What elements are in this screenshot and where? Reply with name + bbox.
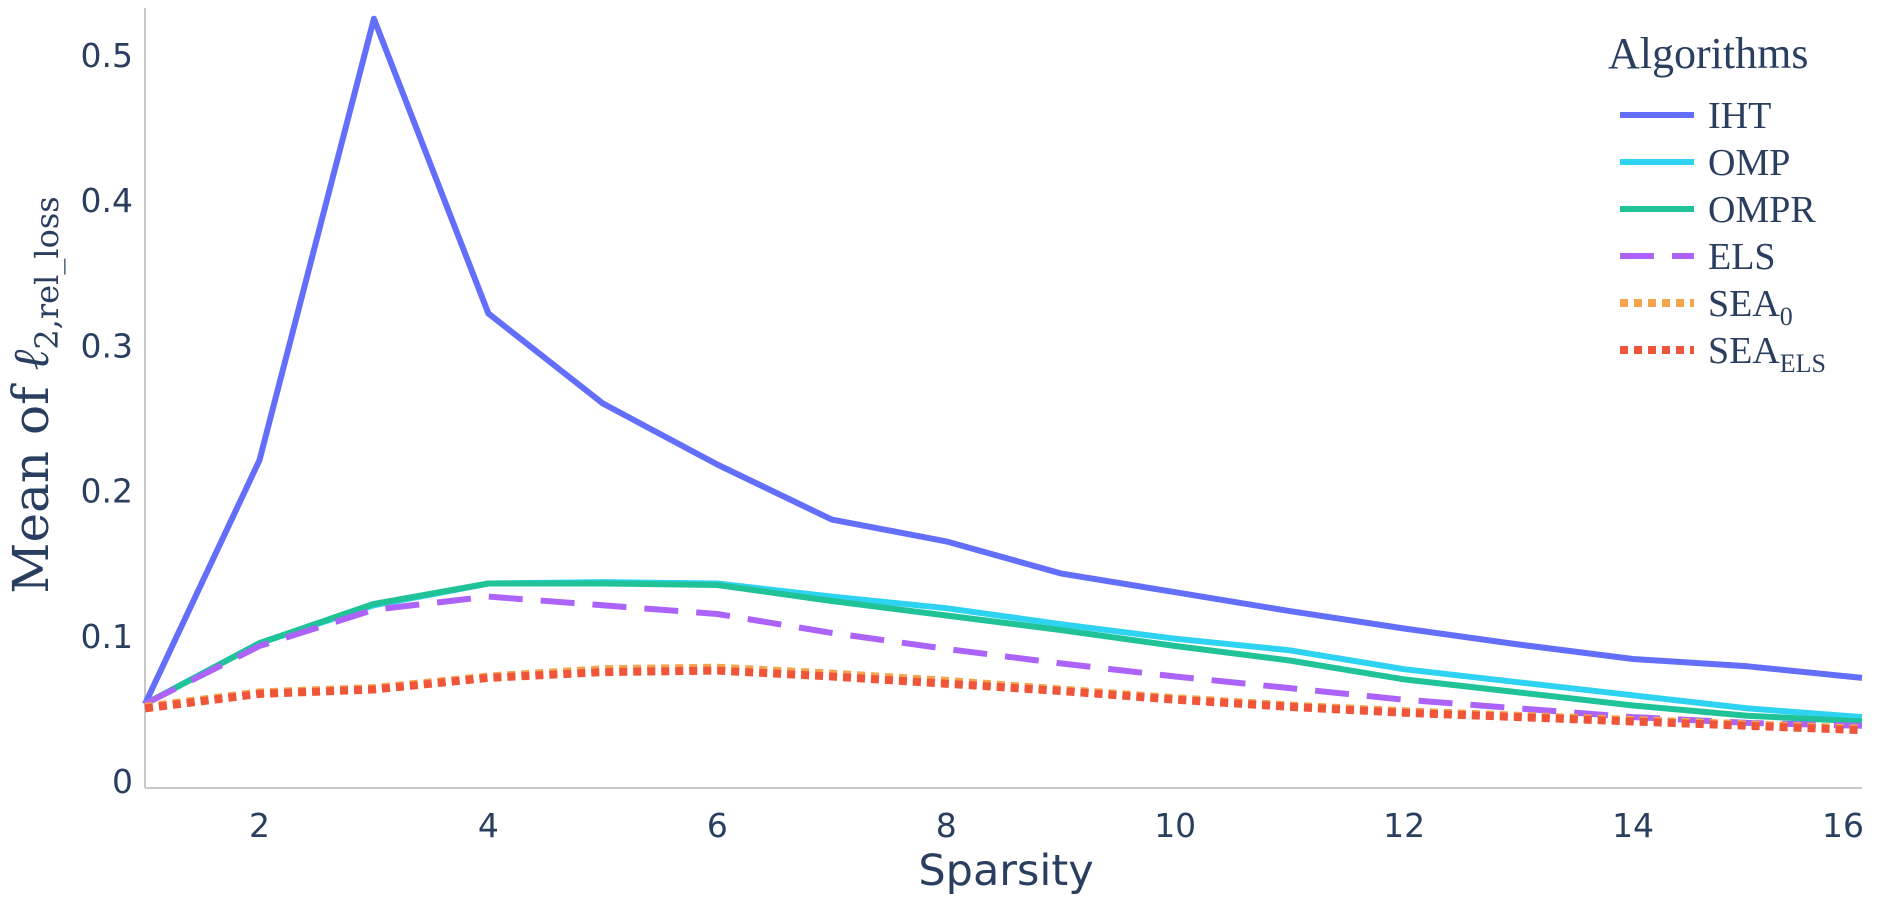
x-tick-label: 14 [1612,806,1654,845]
x-tick-labels: 2 4 6 8 10 12 14 16 [249,806,1864,845]
x-tick-label: 16 [1822,806,1864,845]
series-line-ompr [143,580,1863,725]
y-tick-label: 0.4 [81,181,133,220]
x-tick-label: 2 [249,806,270,845]
y-axis-title-symbol: ℓ [2,349,60,370]
series-line-seaels [144,666,1863,735]
legend-item-sea0: SEA0 [1620,283,1793,331]
legend-label: OMPR [1708,189,1816,231]
y-axis-title: Mean of ℓ2,rel_loss [2,196,66,593]
legend-item-omp: OMP [1620,142,1790,184]
x-tick-label: 6 [707,806,728,845]
legend-label: IHT [1708,95,1771,137]
y-tick-label: 0.3 [81,326,133,365]
axes [144,8,1862,789]
series-line-iht [142,15,1863,706]
legend-item-seaels: SEAELS [1620,330,1826,378]
x-tick-label: 12 [1383,806,1425,845]
y-axis-title-subscript: 2,rel_loss [28,196,66,349]
y-tick-label: 0.1 [81,617,133,656]
legend-label: OMP [1708,142,1790,184]
x-tick-label: 4 [478,806,499,845]
legend-label: SEAELS [1708,330,1826,378]
y-tick-labels: 0 0.1 0.2 0.3 0.4 0.5 [81,36,133,801]
legend-title: Algorithms [1608,29,1808,78]
y-axis-title-prefix: Mean of [2,370,60,593]
x-tick-label: 8 [936,806,957,845]
series-line-els [143,593,1863,729]
y-tick-label: 0 [112,762,133,801]
series-line-omp [143,579,1863,721]
legend-label: SEA0 [1708,283,1793,331]
x-tick-label: 10 [1154,806,1196,845]
series-lines [142,15,1863,735]
y-tick-label: 0.2 [81,472,133,511]
legend-item-els: ELS [1620,236,1776,278]
legend-item-iht: IHT [1620,95,1771,137]
legend-label: ELS [1708,236,1776,278]
x-axis-title: Sparsity [918,846,1093,896]
y-tick-label: 0.5 [81,36,133,75]
legend-item-ompr: OMPR [1620,189,1816,231]
